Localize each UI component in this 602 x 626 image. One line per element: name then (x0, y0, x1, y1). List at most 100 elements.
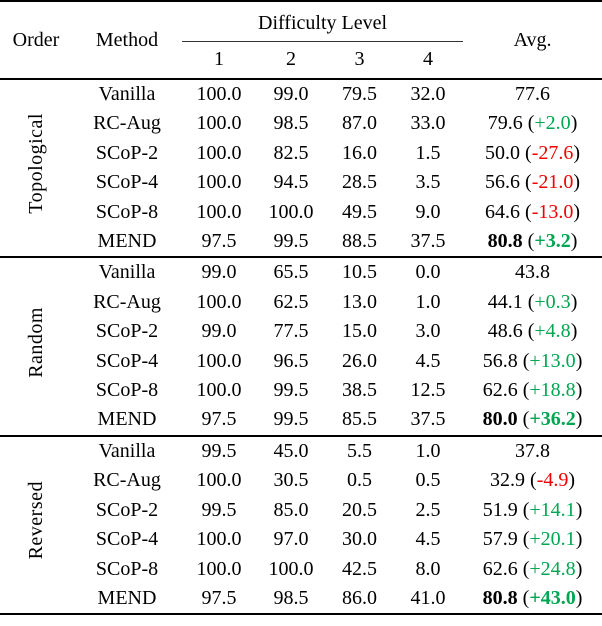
method-cell: SCoP-4 (95, 349, 159, 372)
delta-value: +43.0 (529, 586, 576, 609)
avg-value: 51.9 (482, 498, 518, 521)
score-cell: 49.5 (342, 200, 377, 223)
method-cell: SCoP-2 (95, 320, 159, 343)
avg-value: 56.8 (482, 349, 518, 372)
score-cell: 41.0 (410, 586, 446, 609)
difficulty-level-header: 3 (354, 48, 365, 71)
table-row: Reversed Vanilla 99.5 45.0 5.5 1.0 37.8 (0, 436, 602, 560)
score-cell: 1.5 (415, 141, 441, 164)
score-cell: 77.5 (273, 320, 309, 343)
avg-value: 64.6 (485, 200, 521, 223)
avg-value: 77.6 (515, 83, 551, 105)
method-cell: Vanilla (98, 439, 156, 462)
avg-value: 43.8 (515, 261, 551, 284)
avg-value: 50.0 (485, 141, 521, 164)
open-paren: ( (527, 230, 535, 253)
avg-cell: 37.8 (463, 436, 602, 466)
section-label: Reversed (25, 481, 47, 560)
close-paren: ) (575, 349, 583, 372)
avg-value: 44.1 (487, 290, 523, 313)
score-cell: 97.5 (201, 408, 237, 431)
avg-value: 79.6 (487, 112, 523, 135)
score-cell: 96.5 (273, 349, 309, 372)
delta-value: +36.2 (529, 408, 576, 431)
order-cell: Reversed (0, 436, 72, 614)
score-cell: 85.0 (273, 498, 309, 521)
method-cell: SCoP-8 (95, 200, 159, 223)
avg-cell: 56.6 (-21.0) (463, 168, 602, 197)
score-cell: 45.0 (273, 439, 309, 462)
score-cell: 8.0 (415, 557, 441, 580)
delta-value: -13.0 (531, 200, 574, 223)
avg-cell: 56.8 (+13.0) (463, 347, 602, 376)
score-cell: 100.0 (196, 200, 242, 223)
delta-value: +18.8 (529, 379, 576, 402)
close-paren: ) (575, 586, 583, 609)
table-row: Random Vanilla 99.0 65.5 10.5 0.0 43.8 (0, 257, 602, 377)
score-cell: 42.5 (342, 557, 377, 580)
avg-value: 80.8 (487, 230, 523, 253)
avg-value: 32.9 (490, 469, 526, 492)
score-cell: 100.0 (196, 349, 242, 372)
score-cell: 62.5 (273, 290, 309, 313)
score-cell: 87.0 (342, 112, 377, 135)
method-cell: RC-Aug (93, 469, 161, 492)
close-paren: ) (575, 528, 583, 551)
score-cell: 38.5 (342, 379, 377, 402)
open-paren: ( (527, 320, 535, 343)
score-cell: 13.0 (342, 290, 377, 313)
open-paren: ( (527, 112, 535, 135)
score-cell: 3.0 (415, 320, 441, 343)
score-cell: 65.5 (273, 261, 309, 284)
difficulty-level-header: 1 (214, 48, 224, 71)
method-header: Method (95, 28, 159, 51)
delta-value: -27.6 (531, 141, 574, 164)
score-cell: 0.5 (347, 469, 372, 492)
table-row: RC-Aug 100.0 30.5 0.5 0.5 32.9 (-4.9) (0, 466, 602, 495)
table-row: SCoP-8 100.0 100.0 42.5 8.0 62.6 (+24.8) (0, 555, 602, 584)
close-paren: ) (575, 498, 583, 521)
header-levels-row: 1 2 3 4 (0, 41, 602, 79)
method-cell: MEND (97, 408, 157, 431)
open-paren: ( (522, 379, 530, 402)
score-cell: 100.0 (268, 200, 314, 223)
difficulty-level-header: 2 (286, 48, 296, 71)
score-cell: 1.0 (415, 439, 441, 462)
close-paren: ) (570, 290, 578, 313)
score-cell: 100.0 (196, 528, 242, 551)
table-row: SCoP-2 99.5 85.0 20.5 2.5 51.9 (+14.1) (0, 496, 602, 525)
avg-cell: 79.6 (+2.0) (463, 109, 602, 138)
method-cell: SCoP-8 (95, 557, 159, 580)
score-cell: 99.0 (273, 83, 309, 105)
table-row: SCoP-2 99.0 77.5 15.0 3.0 48.6 (+4.8) (0, 317, 602, 346)
score-cell: 85.5 (342, 408, 377, 431)
header-group-row: Order Method Difficulty Level Avg. (0, 1, 602, 51)
score-cell: 3.5 (415, 171, 441, 194)
score-cell: 86.0 (342, 586, 377, 609)
table-row: SCoP-8 100.0 99.5 38.5 12.5 62.6 (+18.8) (0, 376, 602, 405)
difficulty-group-header: Difficulty Level (182, 1, 464, 42)
method-cell: SCoP-4 (95, 171, 159, 194)
method-cell: Vanilla (98, 261, 156, 284)
close-paren: ) (575, 408, 583, 431)
score-cell: 37.5 (410, 230, 446, 253)
score-cell: 97.5 (201, 586, 237, 609)
score-cell: 5.5 (347, 439, 372, 462)
avg-cell: 64.6 (-13.0) (463, 198, 602, 227)
avg-cell: 80.8 (+3.2) (463, 227, 602, 257)
avg-cell: 77.6 (463, 79, 602, 109)
close-paren: ) (570, 320, 578, 343)
table-row: RC-Aug 100.0 62.5 13.0 1.0 44.1 (+0.3) (0, 288, 602, 317)
delta-value: -4.9 (536, 469, 569, 492)
section-label: Random (25, 306, 47, 378)
score-cell: 99.5 (201, 439, 237, 462)
order-cell: Random (0, 257, 72, 435)
method-cell: MEND (97, 230, 157, 253)
table-row: MEND 97.5 99.5 88.5 37.5 80.8 (+3.2) (0, 227, 602, 257)
difficulty-level-header: 4 (423, 48, 434, 71)
avg-value: 80.8 (482, 586, 518, 609)
avg-header: Avg. (513, 28, 552, 51)
delta-value: +4.8 (534, 320, 571, 343)
score-cell: 100.0 (196, 469, 242, 492)
open-paren: ( (522, 557, 530, 580)
